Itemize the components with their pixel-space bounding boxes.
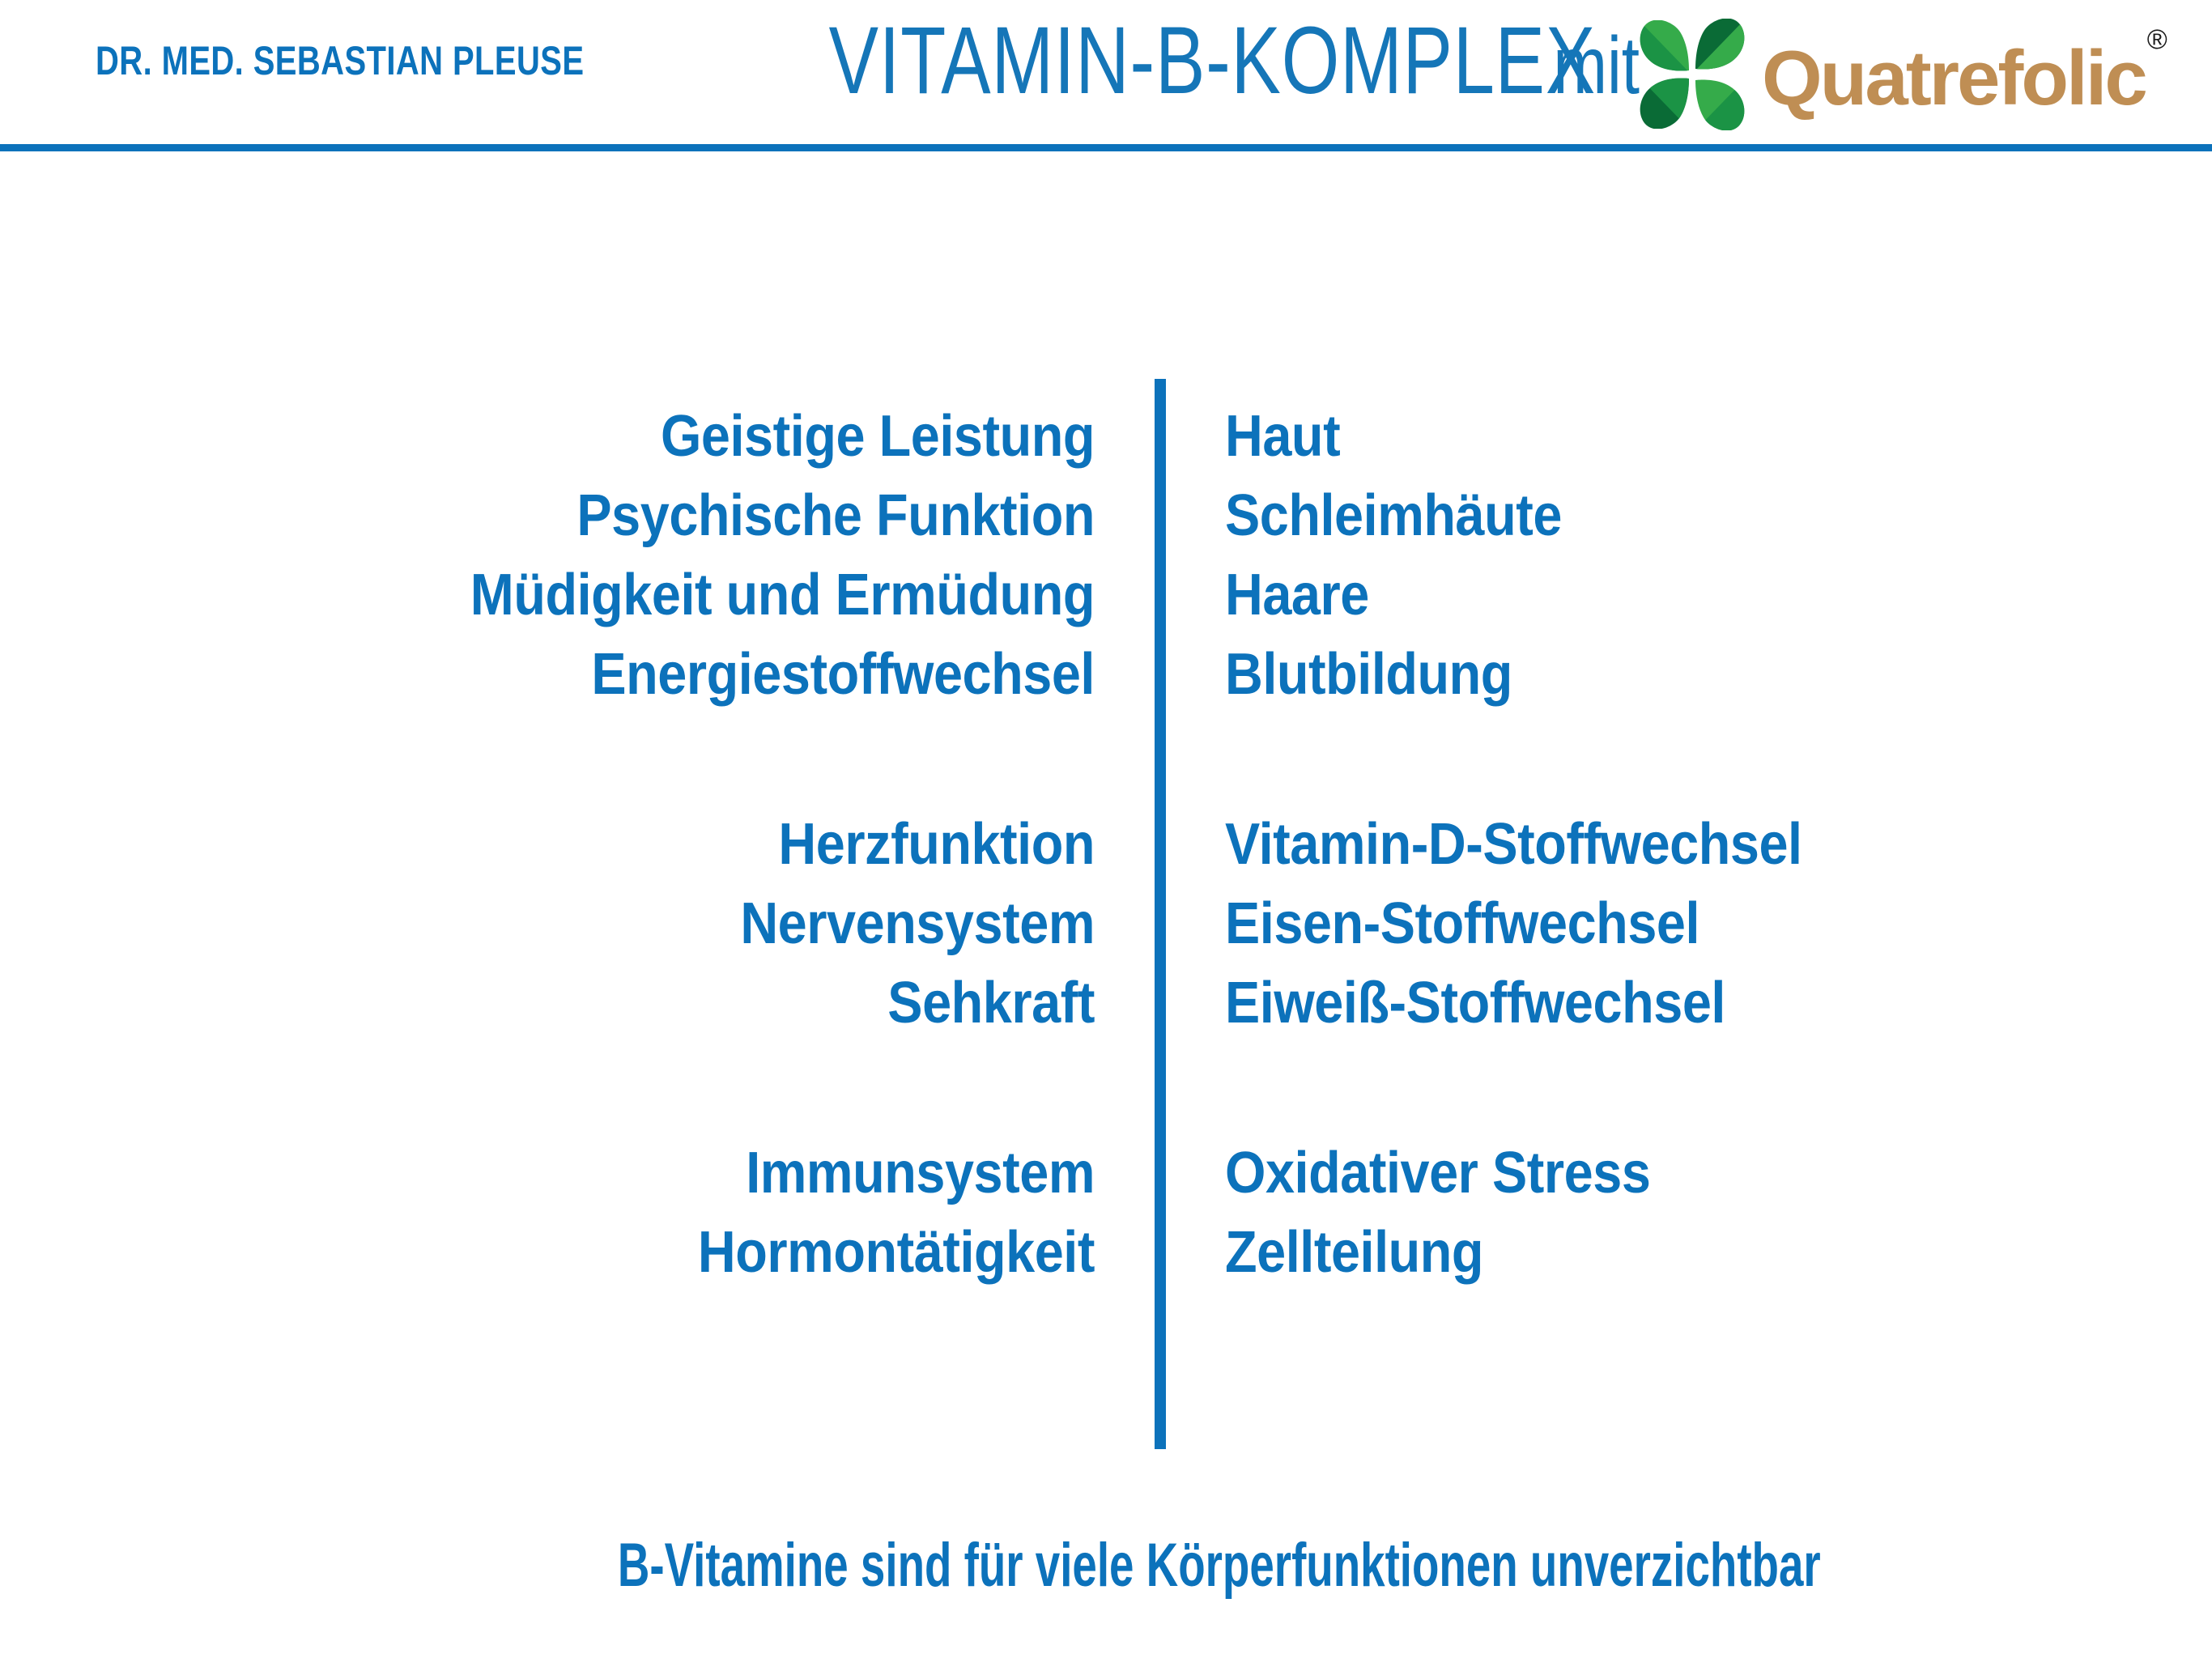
benefit-item: Vitamin-D-Stoffwechsel — [1225, 812, 1802, 877]
page-footer: B-Vitamine sind für viele Körperfunktion… — [0, 1530, 2212, 1601]
quatrefolic-wordmark: Quatrefolic — [1762, 35, 2148, 121]
benefit-group: Immunsystem Hormontätigkeit — [0, 1133, 1095, 1292]
benefit-item: Eisen-Stoffwechsel — [1225, 891, 1700, 956]
benefits-content: Geistige Leistung Psychische Funktion Mü… — [0, 146, 2212, 1658]
column-divider-rule — [1155, 379, 1166, 1449]
benefit-item: Zellteilung — [1225, 1220, 1484, 1285]
four-leaf-clover-icon — [1639, 19, 1749, 132]
brand-name: DR. MED. SEBASTIAN PLEUSE — [96, 38, 585, 83]
quatrefolic-logo: Quatrefolic ® — [1639, 15, 2167, 136]
benefit-group: Geistige Leistung Psychische Funktion Mü… — [0, 397, 1095, 714]
benefit-item: Oxidativer Stress — [1225, 1141, 1651, 1205]
benefit-item: Schleimhäute — [1225, 483, 1562, 548]
benefit-item: Nervensystem — [740, 891, 1095, 956]
header-divider-rule — [0, 144, 2212, 151]
page-header: DR. MED. SEBASTIAN PLEUSE VITAMIN-B-KOMP… — [0, 0, 2212, 151]
benefit-item: Energiestoffwechsel — [591, 642, 1095, 707]
benefit-item: Haut — [1225, 404, 1341, 469]
registered-trademark-icon: ® — [2146, 23, 2167, 55]
page-title: VITAMIN-B-KOMPLEX mit — [721, 11, 1650, 112]
benefit-group: Haut Schleimhäute Haare Blutbildung — [1225, 397, 2197, 714]
benefit-item: Geistige Leistung — [660, 404, 1095, 469]
benefit-item: Blutbildung — [1225, 642, 1512, 707]
benefit-group: Oxidativer Stress Zellteilung — [1225, 1133, 2197, 1292]
footer-caption: B-Vitamine sind für viele Körperfunktion… — [618, 1531, 1821, 1600]
clover-petal-bottom-left-icon — [1639, 77, 1689, 129]
benefit-item: Eiweiß-Stoffwechsel — [1225, 971, 1725, 1035]
page-title-main: VITAMIN-B-KOMPLEX — [828, 7, 1597, 114]
clover-petal-top-left-icon — [1639, 20, 1689, 72]
clover-petal-bottom-right-icon — [1695, 79, 1746, 130]
benefit-item: Müdigkeit und Ermüdung — [470, 563, 1095, 627]
clover-petal-top-right-icon — [1695, 19, 1746, 70]
benefit-item: Sehkraft — [887, 971, 1095, 1035]
benefit-group: Herzfunktion Nervensystem Sehkraft — [0, 805, 1095, 1043]
benefit-item: Hormontätigkeit — [697, 1220, 1095, 1285]
benefit-item: Psychische Funktion — [576, 483, 1095, 548]
benefits-column-left: Geistige Leistung Psychische Funktion Mü… — [0, 397, 1095, 1292]
benefit-group: Vitamin-D-Stoffwechsel Eisen-Stoffwechse… — [1225, 805, 2197, 1043]
benefits-column-right: Haut Schleimhäute Haare Blutbildung Vita… — [1225, 397, 2197, 1292]
benefit-item: Haare — [1225, 563, 1369, 627]
page-title-connector: mit — [1552, 20, 1640, 111]
benefit-item: Immunsystem — [746, 1141, 1095, 1205]
benefit-item: Herzfunktion — [778, 812, 1095, 877]
